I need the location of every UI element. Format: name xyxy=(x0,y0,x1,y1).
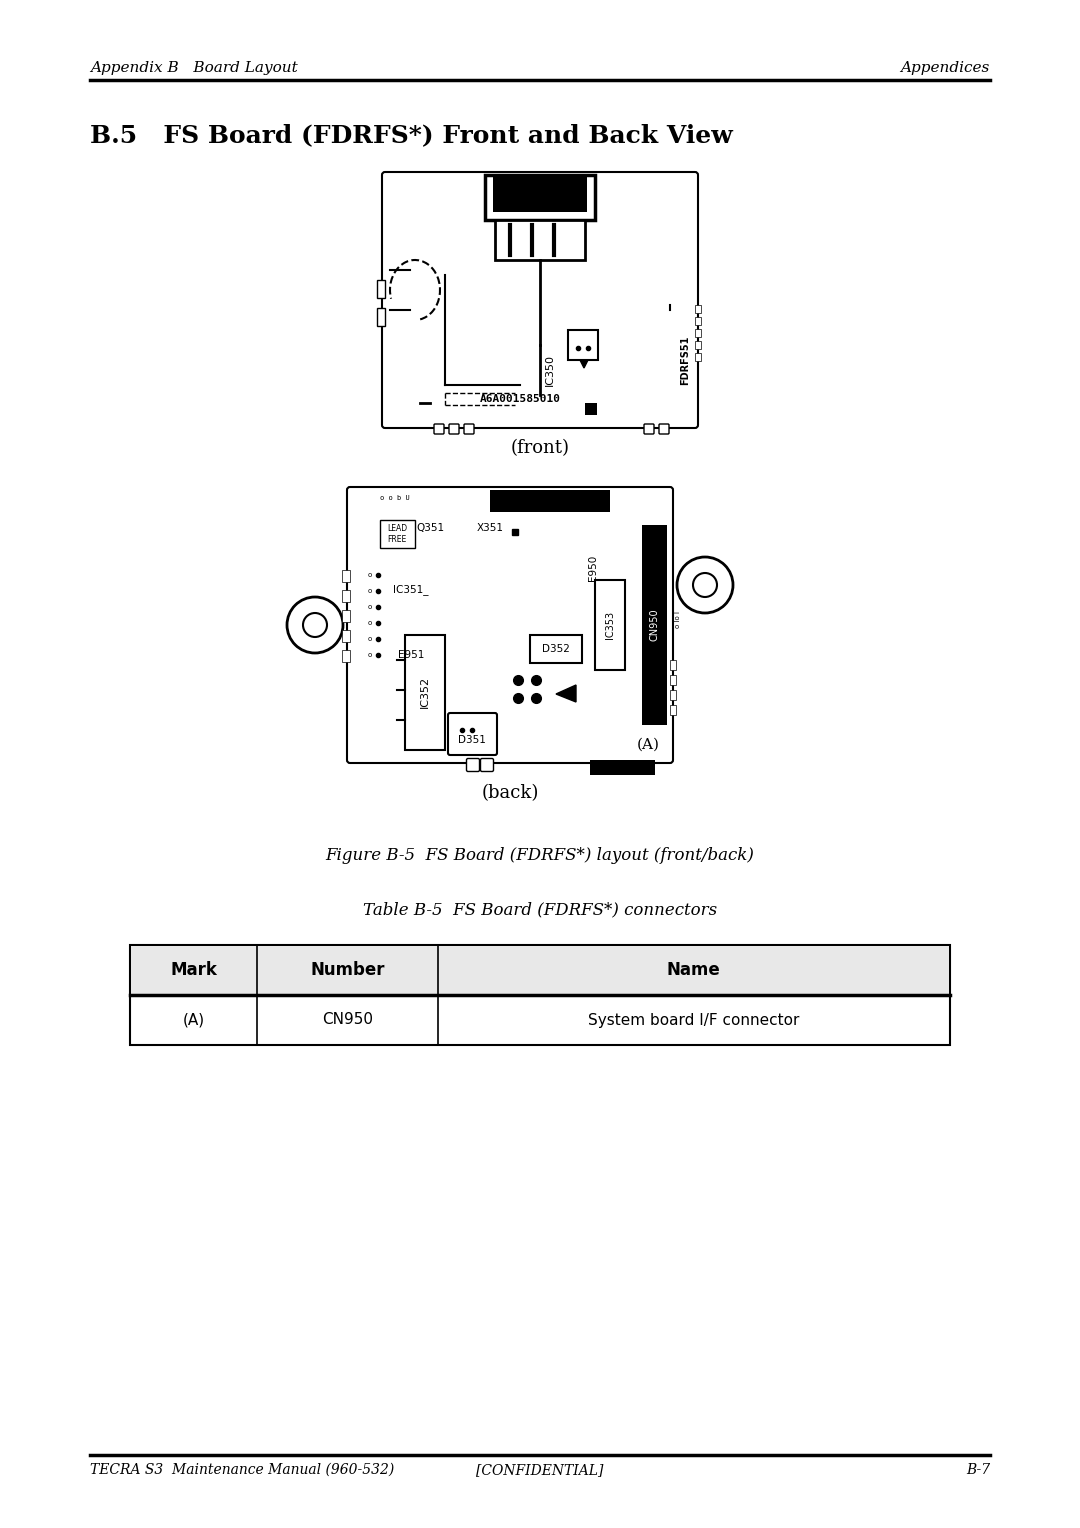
Text: IC350: IC350 xyxy=(545,354,555,387)
Text: Figure B-5  FS Board (FDRFS*) layout (front/back): Figure B-5 FS Board (FDRFS*) layout (fro… xyxy=(325,847,755,863)
Bar xyxy=(670,704,676,715)
Text: IC353: IC353 xyxy=(605,611,615,639)
FancyBboxPatch shape xyxy=(347,487,673,762)
Text: LEAD
FREE: LEAD FREE xyxy=(387,524,407,544)
Bar xyxy=(670,691,676,700)
Text: (back): (back) xyxy=(482,784,539,802)
Text: A6A001585010: A6A001585010 xyxy=(480,394,561,403)
Text: o o b U: o o b U xyxy=(380,495,409,501)
Text: (front): (front) xyxy=(511,439,569,457)
Text: o lo l: o lo l xyxy=(675,611,681,628)
FancyBboxPatch shape xyxy=(481,758,494,772)
Text: [CONFIDENTIAL]: [CONFIDENTIAL] xyxy=(476,1462,604,1478)
Bar xyxy=(377,309,384,325)
Text: CN950: CN950 xyxy=(649,608,659,642)
FancyBboxPatch shape xyxy=(659,423,669,434)
Text: o: o xyxy=(368,571,373,578)
Bar xyxy=(696,341,701,348)
FancyBboxPatch shape xyxy=(467,758,480,772)
Text: Table B-5  FS Board (FDRFS*) connectors: Table B-5 FS Board (FDRFS*) connectors xyxy=(363,902,717,918)
Bar xyxy=(585,403,597,416)
Bar xyxy=(492,176,588,212)
Text: (A): (A) xyxy=(183,1013,204,1027)
Text: Number: Number xyxy=(310,961,384,979)
Bar xyxy=(342,649,350,662)
Text: o: o xyxy=(368,652,373,659)
Text: IC351_: IC351_ xyxy=(393,585,429,596)
Polygon shape xyxy=(575,350,593,368)
Bar xyxy=(642,526,667,724)
FancyBboxPatch shape xyxy=(382,173,698,428)
Bar xyxy=(131,946,949,995)
Bar xyxy=(696,329,701,338)
Text: E951: E951 xyxy=(399,649,424,660)
Bar xyxy=(130,944,950,1045)
Bar xyxy=(380,520,415,549)
Bar xyxy=(670,660,676,669)
Text: X351: X351 xyxy=(476,523,503,533)
FancyBboxPatch shape xyxy=(644,423,654,434)
Bar xyxy=(405,636,445,750)
Bar xyxy=(595,581,625,669)
Text: Q351: Q351 xyxy=(416,523,444,533)
Bar xyxy=(342,630,350,642)
Text: System board I/F connector: System board I/F connector xyxy=(589,1013,799,1027)
Text: D351: D351 xyxy=(458,735,486,746)
Text: B.5   FS Board (FDRFS*) Front and Back View: B.5 FS Board (FDRFS*) Front and Back Vie… xyxy=(90,122,732,147)
Text: IC352: IC352 xyxy=(420,675,430,707)
Bar xyxy=(377,280,384,298)
Bar xyxy=(342,590,350,602)
Text: Mark: Mark xyxy=(171,961,217,979)
FancyBboxPatch shape xyxy=(464,423,474,434)
Polygon shape xyxy=(556,685,576,701)
Bar xyxy=(696,306,701,313)
Bar xyxy=(342,570,350,582)
Bar xyxy=(696,353,701,361)
Bar xyxy=(670,675,676,685)
Text: CN950: CN950 xyxy=(322,1013,373,1027)
Bar xyxy=(530,636,582,663)
Text: o: o xyxy=(368,620,373,626)
Text: TECRA S3  Maintenance Manual (960-532): TECRA S3 Maintenance Manual (960-532) xyxy=(90,1462,394,1478)
Text: B-7: B-7 xyxy=(966,1462,990,1478)
Text: Name: Name xyxy=(666,961,720,979)
Bar xyxy=(490,490,610,512)
Text: Appendix B   Board Layout: Appendix B Board Layout xyxy=(90,61,298,75)
FancyBboxPatch shape xyxy=(448,714,497,755)
Text: o: o xyxy=(368,588,373,594)
FancyBboxPatch shape xyxy=(434,423,444,434)
FancyBboxPatch shape xyxy=(449,423,459,434)
Text: D352: D352 xyxy=(542,643,570,654)
Bar xyxy=(568,330,598,361)
Text: Appendices: Appendices xyxy=(901,61,990,75)
Text: E950: E950 xyxy=(588,555,598,581)
Text: (A): (A) xyxy=(636,738,660,752)
Bar xyxy=(495,220,585,260)
Bar xyxy=(485,176,595,220)
Bar xyxy=(696,316,701,325)
Text: o: o xyxy=(368,604,373,610)
Bar xyxy=(590,759,654,775)
Text: o: o xyxy=(368,636,373,642)
Bar xyxy=(342,610,350,622)
Text: FDRFS51: FDRFS51 xyxy=(680,335,690,385)
